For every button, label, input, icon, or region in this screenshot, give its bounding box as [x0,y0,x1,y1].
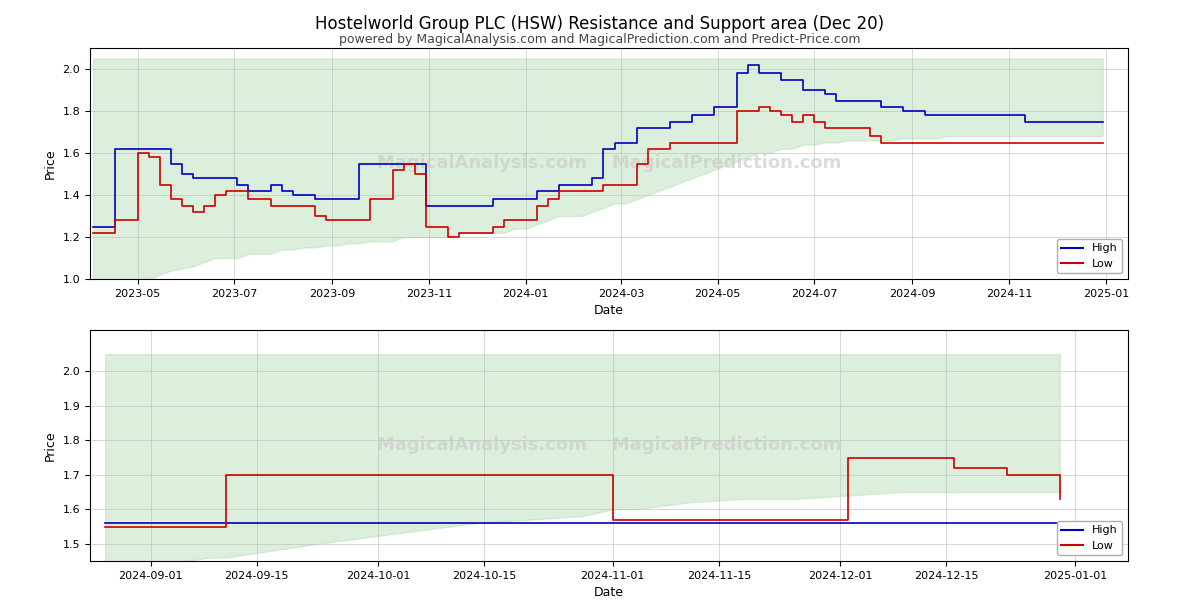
Line: Low: Low [94,107,1103,237]
X-axis label: Date: Date [594,586,624,599]
Text: MagicalAnalysis.com    MagicalPrediction.com: MagicalAnalysis.com MagicalPrediction.co… [377,437,841,455]
Legend: High, Low: High, Low [1057,239,1122,274]
Text: powered by MagicalAnalysis.com and MagicalPrediction.com and Predict-Price.com: powered by MagicalAnalysis.com and Magic… [340,33,860,46]
Y-axis label: Price: Price [44,430,56,461]
X-axis label: Date: Date [594,304,624,317]
Legend: High, Low: High, Low [1057,521,1122,556]
Text: Hostelworld Group PLC (HSW) Resistance and Support area (Dec 20): Hostelworld Group PLC (HSW) Resistance a… [316,15,884,33]
Line: High: High [94,65,1103,226]
Line: Low: Low [106,458,1060,527]
Y-axis label: Price: Price [44,148,56,179]
Text: MagicalAnalysis.com    MagicalPrediction.com: MagicalAnalysis.com MagicalPrediction.co… [377,154,841,173]
